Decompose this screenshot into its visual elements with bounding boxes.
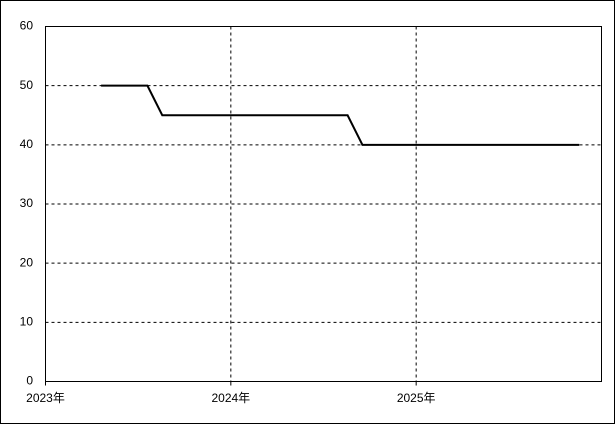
y-tick-label: 40: [20, 137, 34, 151]
x-tick-label: 2023年: [26, 391, 65, 405]
x-tick-label: 2024年: [211, 391, 250, 405]
y-tick-label: 30: [20, 196, 34, 210]
y-tick-label: 0: [26, 374, 33, 388]
y-tick-label: 60: [20, 19, 34, 33]
plot-border: [45, 26, 602, 382]
x-tick-label: 2025年: [397, 391, 436, 405]
line-series: [101, 84, 580, 146]
y-tick-label: 50: [20, 78, 34, 92]
y-tick-label: 20: [20, 255, 34, 269]
y-tick-label: 10: [20, 315, 34, 329]
